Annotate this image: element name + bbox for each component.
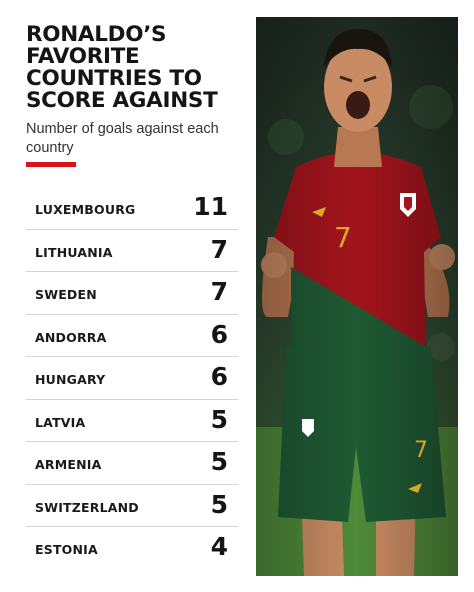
- goal-count: 5: [210, 489, 228, 519]
- swoosh-icon: [312, 207, 326, 217]
- table-row: SWEDEN 7: [26, 272, 238, 315]
- table-row: ANDORRA 6: [26, 315, 238, 357]
- goal-count: 6: [210, 319, 228, 349]
- accent-bar: [26, 162, 76, 167]
- country-name: LATVIA: [35, 414, 86, 430]
- head: [324, 42, 392, 132]
- table-row: LITHUANIA 7: [26, 230, 238, 272]
- table-row: SWITZERLAND 5: [26, 485, 238, 527]
- country-name: ESTONIA: [35, 542, 98, 557]
- goal-count: 5: [210, 404, 228, 434]
- shorts-number: 7: [414, 438, 428, 463]
- country-name: LUXEMBOURG: [35, 202, 136, 217]
- table-row: LATVIA 5: [26, 400, 238, 442]
- country-name: HUNGARY: [35, 372, 106, 387]
- goal-count: 4: [210, 532, 228, 561]
- hair: [324, 29, 392, 67]
- title-line-3: COUNTRIES TO: [26, 66, 202, 91]
- table-row: ESTONIA 4: [26, 527, 238, 570]
- title-line-2: FAVORITE: [26, 44, 140, 69]
- goals-table: LUXEMBOURG 11 LITHUANIA 7 SWEDEN 7 ANDORRA 6 HUN…: [26, 187, 238, 570]
- player-illustration: 7 7: [256, 17, 458, 576]
- open-mouth: [346, 91, 370, 119]
- goal-count: 6: [210, 362, 228, 391]
- player-photo: 7 7: [256, 17, 458, 576]
- shorts-swoosh-icon: [408, 483, 422, 493]
- title-line-4: SCORE AGAINST: [26, 88, 218, 113]
- country-name: SWITZERLAND: [35, 499, 139, 515]
- goal-count: 7: [210, 234, 228, 264]
- table-row: LUXEMBOURG 11: [26, 187, 238, 230]
- goal-count: 5: [210, 447, 228, 476]
- country-name: SWEDEN: [35, 287, 97, 302]
- subtitle: Number of goals against each country: [26, 121, 219, 156]
- table-row: HUNGARY 6: [26, 357, 238, 400]
- country-name: ARMENIA: [35, 457, 102, 472]
- goal-count: 11: [193, 192, 228, 221]
- title-line-1: RONALDO’S: [26, 22, 167, 47]
- jersey-number: 7: [334, 221, 352, 254]
- country-name: LITHUANIA: [35, 244, 113, 260]
- country-name: ANDORRA: [35, 329, 107, 345]
- page-title: RONALDO’S FAVORITE COUNTRIES TO SCORE AG…: [26, 24, 248, 112]
- shorts-crest-icon: [302, 419, 314, 437]
- goal-count: 7: [210, 277, 228, 306]
- table-row: ARMENIA 5: [26, 442, 238, 485]
